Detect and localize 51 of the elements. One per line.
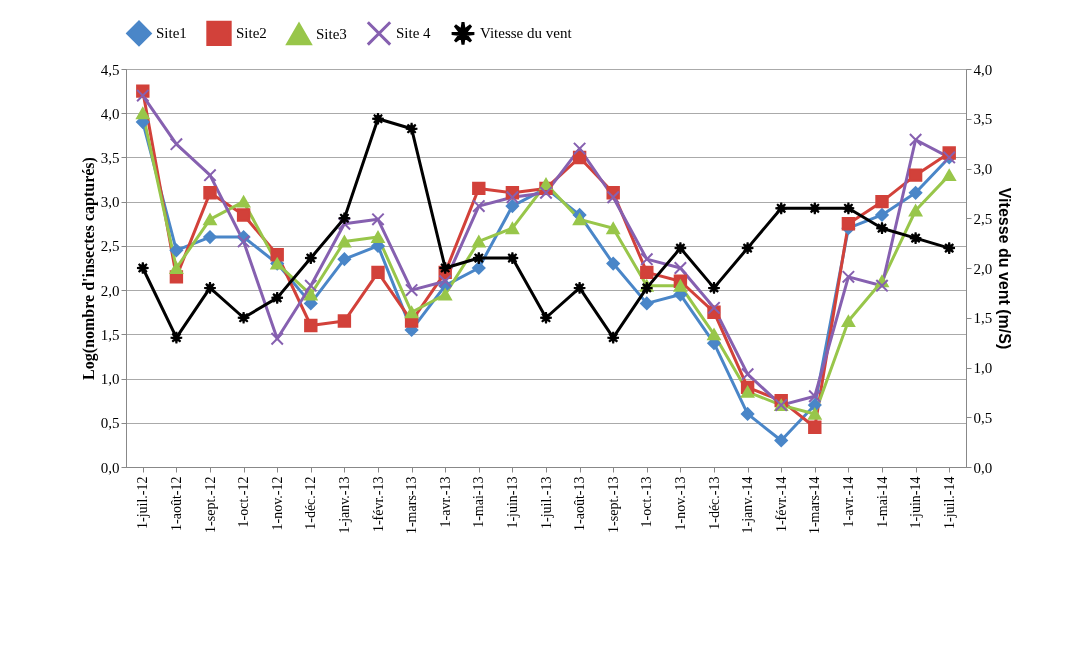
x-tick-label: 1-mai-13 [471,476,487,528]
y-axis-title: Log(nombre d'insectes capturés) [79,157,98,380]
legend-label: Site2 [236,25,267,42]
x-tick-label: 1-oct.-12 [236,476,252,528]
x-tick-label: 1-déc.-13 [706,476,722,530]
y2-tick-label: 1,5 [973,310,993,327]
x-tick-label: 1-nov.-13 [672,476,688,531]
x-tick-label: 1-mai-14 [874,476,890,528]
x-tick-label: 1-nov.-12 [269,476,285,531]
y-tick-label: 1,0 [100,371,120,388]
x-tick-label: 1-sept.-13 [605,476,621,533]
x-tick-label: 1-mars-14 [807,476,823,535]
y-tick-label: 4,0 [100,105,120,122]
legend-label: Site3 [316,26,347,43]
x-tick-label: 1-juin-13 [504,476,520,529]
y2-axis-title: Vitesse du vent (m/S) [996,187,1014,350]
y2-tick-label: 1,0 [973,360,993,376]
y2-tick-label: 3,5 [973,111,993,128]
x-tick-label: 1-août-12 [168,476,184,531]
legend-label: Site 4 [396,25,432,42]
y2-tick-label: 2,0 [973,260,993,277]
x-tick-label: 1-juil.-14 [941,476,957,529]
x-tick-label: 1-juil.-13 [538,476,554,529]
y-tick-label: 2,5 [100,238,120,255]
legend-label: Site1 [156,25,187,42]
x-tick-label: 1-juin-14 [908,476,924,529]
y-tick-label: 1,5 [100,326,120,343]
x-tick-label: 1-avr.-13 [437,476,453,528]
y-tick-label: 3,5 [100,149,120,166]
x-tick-label: 1-oct.-13 [639,476,655,528]
y-tick-label: 0,0 [100,459,120,476]
y2-tick-label: 0,0 [973,459,993,476]
y2-tick-label: 0,5 [973,409,993,426]
x-tick-label: 1-janv.-14 [740,476,756,534]
x-tick-label: 1-mars-13 [404,476,420,535]
x-tick-label: 1-avr.-14 [840,476,856,528]
x-tick-label: 1-févr.-14 [773,476,789,533]
y-tick-label: 2,0 [100,282,120,299]
y2-tick-label: 3,0 [973,161,993,177]
y-tick-label: 0,5 [100,415,120,432]
y2-tick-label: 4,0 [973,61,993,78]
y-tick-label: 4,5 [100,61,120,78]
y2-tick-label: 2,5 [973,210,993,227]
x-tick-label: 1-déc.-12 [303,476,319,530]
x-tick-label: 1-sept.-12 [202,476,218,533]
x-tick-label: 1-août-13 [572,476,588,531]
x-tick-label: 1-janv.-13 [336,476,352,534]
x-tick-label: 1-févr.-13 [370,476,386,533]
legend-label: Vitesse du vent [480,25,573,42]
y-tick-label: 3,0 [100,194,120,211]
x-tick-label: 1-juil.-12 [135,476,151,529]
